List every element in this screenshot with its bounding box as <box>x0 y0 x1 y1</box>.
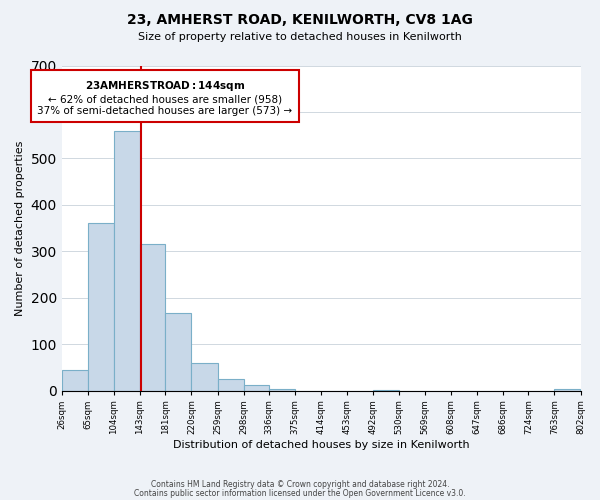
Bar <box>140 244 166 390</box>
Bar <box>218 379 244 390</box>
Bar <box>88 224 114 390</box>
Bar <box>554 388 580 390</box>
Bar <box>114 130 140 390</box>
Bar <box>244 385 269 390</box>
Bar <box>62 370 88 390</box>
Text: 23, AMHERST ROAD, KENILWORTH, CV8 1AG: 23, AMHERST ROAD, KENILWORTH, CV8 1AG <box>127 12 473 26</box>
Bar <box>166 312 191 390</box>
Text: Size of property relative to detached houses in Kenilworth: Size of property relative to detached ho… <box>138 32 462 42</box>
X-axis label: Distribution of detached houses by size in Kenilworth: Distribution of detached houses by size … <box>173 440 469 450</box>
Bar <box>191 362 218 390</box>
Text: $\bf{23 AMHERST ROAD: 144sqm}$
← 62% of detached houses are smaller (958)
37% of: $\bf{23 AMHERST ROAD: 144sqm}$ ← 62% of … <box>37 78 292 116</box>
Text: Contains public sector information licensed under the Open Government Licence v3: Contains public sector information licen… <box>134 488 466 498</box>
Y-axis label: Number of detached properties: Number of detached properties <box>15 140 25 316</box>
Bar <box>269 388 295 390</box>
Text: Contains HM Land Registry data © Crown copyright and database right 2024.: Contains HM Land Registry data © Crown c… <box>151 480 449 489</box>
